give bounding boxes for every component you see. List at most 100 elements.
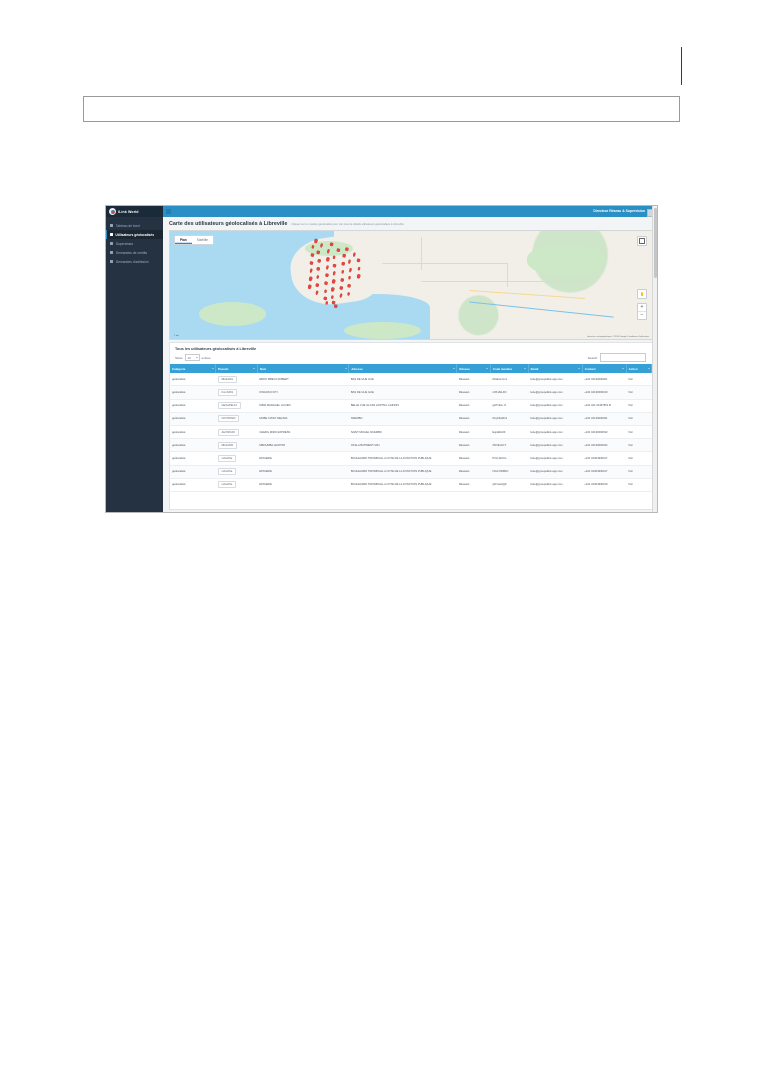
entries-label: entries <box>201 355 211 360</box>
pseudo-badge: NzOTsPA03 <box>217 415 240 423</box>
column-header-categorie[interactable]: Catégorie <box>170 364 216 374</box>
cell-contact: +241 04304930019 <box>582 478 627 492</box>
map-tab-plan[interactable]: Plan <box>175 236 192 244</box>
page-size-control[interactable]: Show 10 entries <box>175 354 211 361</box>
cell-code-membre: XNXEUo1T <box>490 438 529 453</box>
table-row[interactable]: geolocalisé mdu201e EPICERIE BOULEVARD TRIO… <box>170 465 652 479</box>
sidebar-item-label: Utilisateurs géolocalisés <box>115 232 155 237</box>
table-row[interactable]: geolocalisé mdu201e EPICERIE BOULEVARD TRIO… <box>170 451 652 466</box>
column-header-email[interactable]: Email <box>528 364 583 374</box>
map-tab-satellite[interactable]: Satellite <box>196 238 209 242</box>
membership-icon <box>110 259 114 264</box>
map-zoom-controls[interactable]: + − <box>637 303 647 320</box>
table-row[interactable]: geolocalisé Kombi001 KINGOKO KITI BAS DE GU… <box>170 385 652 400</box>
map-canvas[interactable] <box>170 231 652 339</box>
column-header-adresse[interactable]: Adresse <box>348 364 458 374</box>
column-header-nom[interactable]: Nom <box>257 364 350 374</box>
sidebar: Tableau de bord Utilisateurs géolocalisé… <box>106 217 163 512</box>
pseudo-badge: Mbolo009 <box>217 441 237 449</box>
sidebar-item-demandes-de-credits[interactable]: Demandes de crédits <box>106 248 163 257</box>
cell-contact: +241 04130000019 <box>582 385 627 400</box>
cell-adresse: BAS DE GUE GUE <box>348 373 457 387</box>
search-label: Search: <box>587 355 598 360</box>
river-line <box>469 301 614 318</box>
sidebar-item-utilisateurs-geolocalises[interactable]: Utilisateurs géolocalisés <box>106 230 163 239</box>
cell-action[interactable]: Voir <box>626 399 652 413</box>
cell-adresse: NKEMBO <box>348 412 457 426</box>
sidebar-item-demandes-adhesion[interactable]: Demandes d'adhésion <box>106 257 163 266</box>
cell-action[interactable]: Voir <box>626 425 652 440</box>
table-search[interactable]: Search: <box>588 353 646 362</box>
cell-adresse: BOULEVARD TRIOMPHAL A COTE DE LA FONCTIO… <box>348 478 457 492</box>
cell-adresse: BOULEVARD TRIOMPHAL A COTE DE LA FONCTIO… <box>348 451 457 466</box>
zoom-out-button[interactable]: − <box>640 312 644 318</box>
road-line <box>507 263 509 288</box>
map-attribution: données cartographiques ©2019 Google Con… <box>587 336 649 338</box>
map-type-tabs[interactable]: Plan Satellite <box>174 235 215 245</box>
sidebar-item-label: Demandes de crédits <box>115 250 148 255</box>
column-header-contact[interactable]: Contact <box>582 364 627 374</box>
scrollbar-thumb[interactable] <box>653 208 657 278</box>
users-table-card: Tous les utilisateurs géolocalisés à Lib… <box>169 342 653 510</box>
cell-action[interactable]: Voir <box>626 451 652 466</box>
cell-pseudo: mdu201e <box>215 451 258 466</box>
cell-action[interactable]: Voir <box>626 478 652 492</box>
sidebar-item-superviseur[interactable]: Superviseur <box>106 239 163 248</box>
cell-nom: MOBE CISSO MELIMA <box>257 412 349 426</box>
table-row[interactable]: geolocalisé NzOTsPA03 MOBE CISSO MELIMA NKE… <box>170 412 652 426</box>
users-table-body: geolocalisé Mbolo001 EBOO MBEYA ROBERT BAS … <box>170 373 652 492</box>
table-row[interactable]: geolocalisé GEGAPEL01 DIBIA MARGAEL LUCIEN… <box>170 399 652 413</box>
cell-action[interactable]: Voir <box>626 465 652 479</box>
top-bar: iLink World Directeur Réseau & Supervisi… <box>106 206 657 217</box>
sidebar-item-tableau-de-bord[interactable]: Tableau de bord <box>106 221 163 230</box>
brand-logo-area[interactable]: iLink World <box>106 206 163 217</box>
street-view-pegman-icon[interactable] <box>637 289 647 299</box>
table-row[interactable]: geolocalisé mdu201e EPICERIE BOULEVARD TRIO… <box>170 478 652 492</box>
column-header-code-membre[interactable]: Code membre <box>490 364 529 374</box>
cell-email: ivote@groupeilink-app.com <box>528 373 583 387</box>
page-size-select[interactable]: 10 <box>184 354 200 361</box>
empty-content-box <box>83 96 680 122</box>
cell-categorie: geolocalisé <box>170 385 216 400</box>
cell-action[interactable]: Voir <box>626 412 652 426</box>
cell-contact: +241 04130000032 <box>582 438 627 453</box>
cell-contact: +241 04304930017 <box>582 465 627 479</box>
cell-action[interactable]: Voir <box>626 385 652 400</box>
menu-toggle-button[interactable] <box>166 209 171 214</box>
table-toolbar: Show 10 entries Search: <box>170 351 652 364</box>
table-caption: Tous les utilisateurs géolocalisés à Lib… <box>175 347 257 351</box>
map-card[interactable]: Plan Satellite + − 1 km données cartogra… <box>169 230 653 340</box>
page-scrollbar[interactable] <box>652 206 657 512</box>
sidebar-item-label: Demandes d'adhésion <box>115 259 149 264</box>
table-row[interactable]: geolocalisé AkoTsPA03 CHERIL MIRO EXPRESS S… <box>170 425 652 440</box>
cell-pseudo: Mbolo001 <box>215 373 258 387</box>
column-header-pseudo[interactable]: Pseudo <box>215 364 258 374</box>
cell-email: ivote@groupeilink-app.com <box>528 465 583 479</box>
cell-pseudo: Mbolo009 <box>215 438 258 453</box>
cell-adresse: BAS DE GUE GUE <box>348 385 457 400</box>
map-scale-label: 1 km <box>174 335 179 337</box>
show-label: Show <box>175 355 183 360</box>
fullscreen-icon[interactable] <box>637 236 647 246</box>
cell-email: ivote@groupeilink-app.com <box>528 425 583 440</box>
cell-reseau: Réseau1 <box>456 385 491 400</box>
cell-categorie: geolocalisé <box>170 399 216 413</box>
cell-contact: +241 041 04467801 B <box>582 399 627 413</box>
column-header-action[interactable]: Action <box>626 364 652 374</box>
cell-reseau: Réseau1 <box>456 373 491 387</box>
column-header-reseau[interactable]: Réseau <box>456 364 491 374</box>
cell-action[interactable]: Voir <box>626 438 652 453</box>
cell-nom: DIBIA MARGAEL LUCIEN <box>257 399 349 413</box>
cell-categorie: geolocalisé <box>170 478 216 492</box>
cell-code-membre: qzFnwwQjK <box>490 478 529 492</box>
pseudo-badge: mdu201e <box>217 468 237 476</box>
search-input[interactable] <box>600 353 646 362</box>
cell-pseudo: NzOTsPA03 <box>215 412 258 426</box>
cell-categorie: geolocalisé <box>170 438 216 453</box>
cell-action[interactable]: Voir <box>626 373 652 387</box>
app-screenshot: iLink World Directeur Réseau & Supervisi… <box>105 205 658 513</box>
table-row[interactable]: geolocalisé Mbolo001 EBOO MBEYA ROBERT BAS … <box>170 373 652 387</box>
table-row[interactable]: geolocalisé Mbolo009 MBOUMBA LEOPOR OKALA B… <box>170 438 652 453</box>
supervisor-icon <box>110 241 114 246</box>
zoom-in-button[interactable]: + <box>638 304 646 312</box>
